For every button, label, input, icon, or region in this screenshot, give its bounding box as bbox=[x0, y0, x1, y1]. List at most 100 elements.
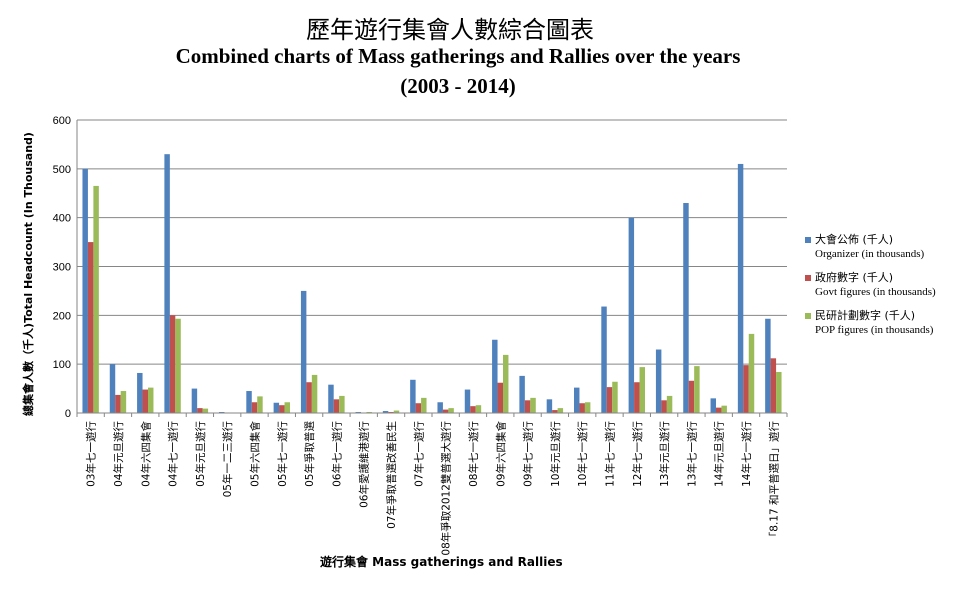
x-tick-label: 10年七一遊行 bbox=[576, 421, 589, 487]
x-tick-label: 10年元旦遊行 bbox=[549, 421, 562, 487]
bar bbox=[557, 408, 564, 413]
legend-item-pop: 民研計劃數字 (千人) POP figures (in thousands) bbox=[805, 308, 965, 338]
x-tick-label: 13年七一遊行 bbox=[685, 421, 698, 487]
bar bbox=[442, 409, 449, 413]
bar bbox=[142, 389, 148, 413]
x-tick-label: 03年七一遊行 bbox=[85, 421, 98, 487]
bar bbox=[574, 387, 580, 413]
y-tick-label: 600 bbox=[53, 115, 71, 127]
chart-subtitle: Combined charts of Mass gatherings and R… bbox=[175, 44, 741, 68]
bar bbox=[546, 399, 553, 413]
bar bbox=[137, 372, 143, 413]
x-tick-label: 04年七一遊行 bbox=[167, 421, 180, 487]
bar bbox=[284, 402, 290, 413]
bar bbox=[470, 406, 476, 413]
bar bbox=[519, 375, 525, 413]
bar bbox=[584, 402, 591, 413]
legend-swatch-govt bbox=[805, 275, 811, 281]
x-tick-label: 「8.17 和平普選日」遊行 bbox=[767, 421, 780, 543]
bar bbox=[339, 395, 345, 413]
bar bbox=[475, 405, 482, 413]
bar bbox=[776, 371, 782, 413]
bar bbox=[683, 203, 689, 413]
bar bbox=[197, 408, 203, 413]
bar bbox=[333, 399, 340, 413]
x-tick-label: 05年六四集會 bbox=[249, 421, 262, 487]
legend-label-govt-en: Govt figures (in thousands) bbox=[815, 286, 936, 298]
bar bbox=[191, 388, 198, 413]
legend-label-pop-en: POP figures (in thousands) bbox=[815, 324, 934, 336]
bar bbox=[639, 367, 645, 413]
x-tick-label: 14年七一遊行 bbox=[740, 421, 753, 487]
legend-label-organizer-zh: 大會公佈 (千人) bbox=[815, 233, 894, 246]
y-tick-label: 100 bbox=[53, 359, 71, 371]
y-tick-label: 500 bbox=[53, 164, 71, 176]
bar bbox=[770, 358, 777, 413]
bar bbox=[82, 168, 88, 413]
x-tick-label: 05年爭取普選 bbox=[303, 421, 316, 487]
x-tick-label: 05年元旦遊行 bbox=[194, 421, 207, 487]
legend-item-organizer: 大會公佈 (千人) Organizer (in thousands) bbox=[805, 232, 965, 262]
bar bbox=[300, 290, 307, 413]
y-tick-label: 400 bbox=[53, 213, 71, 225]
bar bbox=[666, 395, 673, 413]
x-tick-label: 11年七一遊行 bbox=[604, 421, 617, 487]
bar bbox=[115, 394, 121, 413]
bar bbox=[328, 384, 334, 413]
x-axis-label: 遊行集會 Mass gatherings and Rallies bbox=[320, 555, 563, 569]
bar bbox=[765, 318, 771, 413]
bar bbox=[437, 402, 443, 413]
bar bbox=[743, 365, 749, 413]
x-tick-label: 05年七一遊行 bbox=[276, 421, 289, 487]
chart-title: 歷年遊行集會人數綜合圖表 bbox=[306, 16, 594, 44]
bar bbox=[688, 380, 695, 413]
bar bbox=[464, 389, 471, 413]
x-tick-label: 04年元旦遊行 bbox=[112, 421, 125, 487]
bar bbox=[410, 379, 416, 413]
x-tick-label: 13年元旦遊行 bbox=[658, 421, 671, 487]
y-tick-label: 0 bbox=[65, 408, 71, 420]
bar bbox=[721, 405, 727, 413]
x-tick-label: 09年六四集會 bbox=[494, 421, 507, 487]
x-tick-label: 06年愛護維港遊行 bbox=[358, 421, 371, 508]
x-tick-label: 06年七一遊行 bbox=[330, 421, 343, 487]
bar bbox=[169, 315, 176, 413]
bar bbox=[279, 405, 285, 413]
bar bbox=[393, 410, 400, 413]
bar bbox=[497, 382, 503, 413]
bar bbox=[120, 391, 127, 413]
x-tick-label: 09年七一遊行 bbox=[522, 421, 535, 487]
bar bbox=[524, 400, 531, 413]
bar bbox=[710, 398, 716, 413]
bar bbox=[306, 382, 312, 413]
bar bbox=[601, 306, 607, 413]
bar bbox=[246, 391, 252, 413]
legend-label-organizer-en: Organizer (in thousands) bbox=[815, 248, 925, 260]
bar bbox=[579, 403, 585, 413]
legend-label-govt-zh: 政府數字 (千人) bbox=[815, 271, 894, 284]
x-tick-label: 07年七一遊行 bbox=[412, 421, 425, 487]
legend-swatch-pop bbox=[805, 313, 811, 319]
bar bbox=[109, 364, 116, 413]
legend-label-pop-zh: 民研計劃數字 (千人) bbox=[815, 309, 916, 322]
x-tick-label: 08年七一遊行 bbox=[467, 421, 480, 487]
bar bbox=[612, 381, 618, 413]
bar bbox=[694, 366, 700, 413]
y-tick-label: 300 bbox=[53, 262, 71, 274]
bar bbox=[606, 387, 613, 413]
bar bbox=[202, 408, 209, 413]
bar bbox=[382, 411, 389, 413]
bar bbox=[503, 354, 509, 413]
x-tick-label: 04年六四集會 bbox=[139, 421, 152, 487]
bar bbox=[492, 339, 498, 413]
x-tick-label: 07年爭取普選改善民生 bbox=[385, 421, 398, 529]
bar bbox=[311, 374, 318, 413]
bar bbox=[421, 397, 427, 413]
bar bbox=[552, 410, 558, 413]
bar bbox=[634, 382, 640, 413]
chart-subtitle-years: (2003 - 2014) bbox=[400, 74, 516, 98]
x-tick-label: 05年一二三遊行 bbox=[221, 421, 234, 498]
bar bbox=[716, 407, 722, 413]
x-tick-label: 08年爭取2012雙普選大遊行 bbox=[440, 421, 453, 556]
